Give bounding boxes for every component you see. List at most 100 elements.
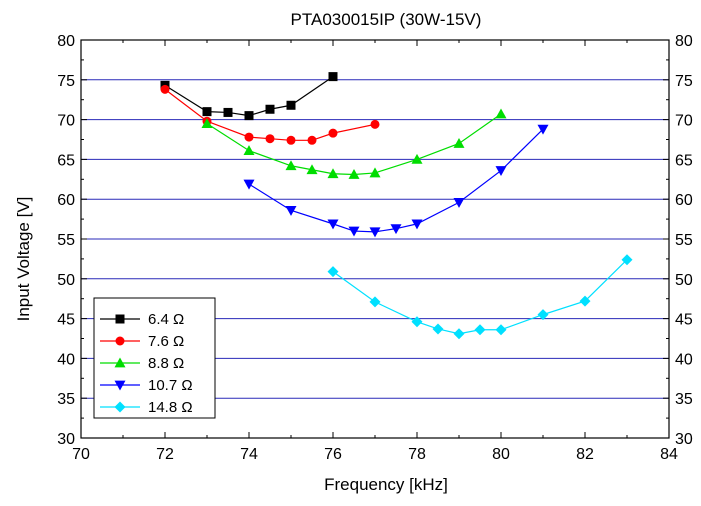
- series-4: [243, 124, 549, 238]
- x-tick-label: 82: [576, 446, 594, 463]
- data-point: [265, 104, 275, 114]
- y-tick-label-right: 40: [675, 351, 693, 368]
- legend-marker: [115, 336, 125, 346]
- data-point: [306, 164, 318, 175]
- y-tick-label-right: 55: [675, 232, 693, 249]
- data-point: [285, 205, 297, 216]
- y-tick-label-right: 80: [675, 33, 693, 50]
- legend-label: 8.8 Ω: [148, 355, 184, 372]
- data-point: [160, 84, 170, 94]
- y-tick-label-left: 30: [57, 431, 75, 448]
- y-tick-label-left: 75: [57, 73, 75, 90]
- data-point: [286, 100, 296, 110]
- data-point: [244, 111, 254, 121]
- legend-marker: [114, 380, 126, 391]
- series-3: [201, 108, 507, 179]
- x-tick-label: 76: [324, 446, 342, 463]
- y-tick-label-right: 30: [675, 431, 693, 448]
- y-tick-label-left: 35: [57, 391, 75, 408]
- legend-label: 14.8 Ω: [148, 399, 193, 416]
- data-point: [244, 132, 254, 142]
- data-point: [537, 309, 549, 321]
- data-point: [201, 118, 213, 128]
- y-tick-label-right: 35: [675, 391, 693, 408]
- data-point: [327, 219, 339, 230]
- data-point: [202, 107, 212, 117]
- data-point: [411, 153, 423, 164]
- y-tick-label-right: 75: [675, 73, 693, 90]
- x-tick-label: 80: [492, 446, 510, 463]
- data-point: [537, 124, 549, 135]
- legend-marker: [114, 357, 126, 368]
- data-point: [327, 168, 339, 179]
- y-tick-label-right: 50: [675, 272, 693, 289]
- series-line: [206, 113, 502, 176]
- data-point: [243, 179, 255, 190]
- series-5: [327, 254, 633, 340]
- y-tick-label-right: 65: [675, 152, 693, 169]
- data-point: [411, 316, 423, 328]
- legend-box: [93, 297, 216, 419]
- legend-label: 6.4 Ω: [148, 311, 184, 328]
- legend-label: 10.7 Ω: [148, 377, 193, 394]
- data-point: [369, 167, 381, 178]
- x-tick-label: 70: [72, 446, 90, 463]
- series-line: [332, 259, 628, 335]
- data-point: [265, 134, 275, 144]
- data-point: [453, 328, 465, 340]
- series-line: [164, 88, 376, 141]
- data-point: [370, 119, 380, 129]
- chart-title: PTA030015IP (30W-15V): [291, 10, 482, 29]
- data-point: [474, 324, 486, 336]
- x-tick-label: 84: [660, 446, 678, 463]
- series-2: [160, 84, 380, 145]
- data-point: [579, 295, 591, 307]
- y-tick-label-left: 80: [57, 33, 75, 50]
- axes: 70 72 74 76 78 80 82 84303540455055606570758030…: [57, 33, 693, 463]
- legend-label: 7.6 Ω: [148, 333, 184, 350]
- legend: 6.4 Ω 7.6 Ω 8.8 Ω 10.7 Ω 14.8 Ω: [93, 297, 216, 419]
- y-tick-label-left: 50: [57, 272, 75, 289]
- data-point: [327, 266, 339, 278]
- y-tick-label-right: 45: [675, 312, 693, 329]
- data-point: [307, 135, 317, 145]
- data-point: [348, 169, 360, 179]
- legend-marker: [115, 314, 125, 324]
- data-point: [495, 324, 507, 336]
- data-point: [348, 226, 360, 237]
- data-point: [328, 128, 338, 138]
- data-point: [621, 254, 633, 266]
- data-point: [495, 108, 507, 119]
- data-point: [390, 224, 402, 235]
- data-point: [453, 197, 465, 208]
- data-point: [285, 160, 297, 171]
- data-point: [369, 227, 381, 238]
- y-tick-label-left: 55: [57, 232, 75, 249]
- y-tick-label-left: 70: [57, 113, 75, 130]
- legend-marker: [114, 401, 126, 413]
- x-tick-label: 78: [408, 446, 426, 463]
- y-axis-title: Input Voltage [V]: [14, 197, 33, 322]
- x-axis-title: Frequency [kHz]: [324, 475, 448, 494]
- x-tick-label: 74: [240, 446, 258, 463]
- series-line: [248, 128, 544, 233]
- data-point: [432, 323, 444, 335]
- x-tick-label: 72: [156, 446, 174, 463]
- data-point: [411, 219, 423, 230]
- y-tick-label-left: 45: [57, 312, 75, 329]
- series-layer: [160, 72, 633, 340]
- data-point: [369, 296, 381, 308]
- series-line: [164, 76, 334, 117]
- y-tick-label-left: 65: [57, 152, 75, 169]
- data-point: [453, 137, 465, 148]
- data-point: [243, 145, 255, 156]
- data-point: [223, 107, 233, 117]
- y-tick-label-right: 60: [675, 192, 693, 209]
- data-point: [328, 72, 338, 82]
- data-point: [286, 135, 296, 145]
- y-tick-label-right: 70: [675, 113, 693, 130]
- y-tick-label-left: 60: [57, 192, 75, 209]
- data-point: [495, 166, 507, 177]
